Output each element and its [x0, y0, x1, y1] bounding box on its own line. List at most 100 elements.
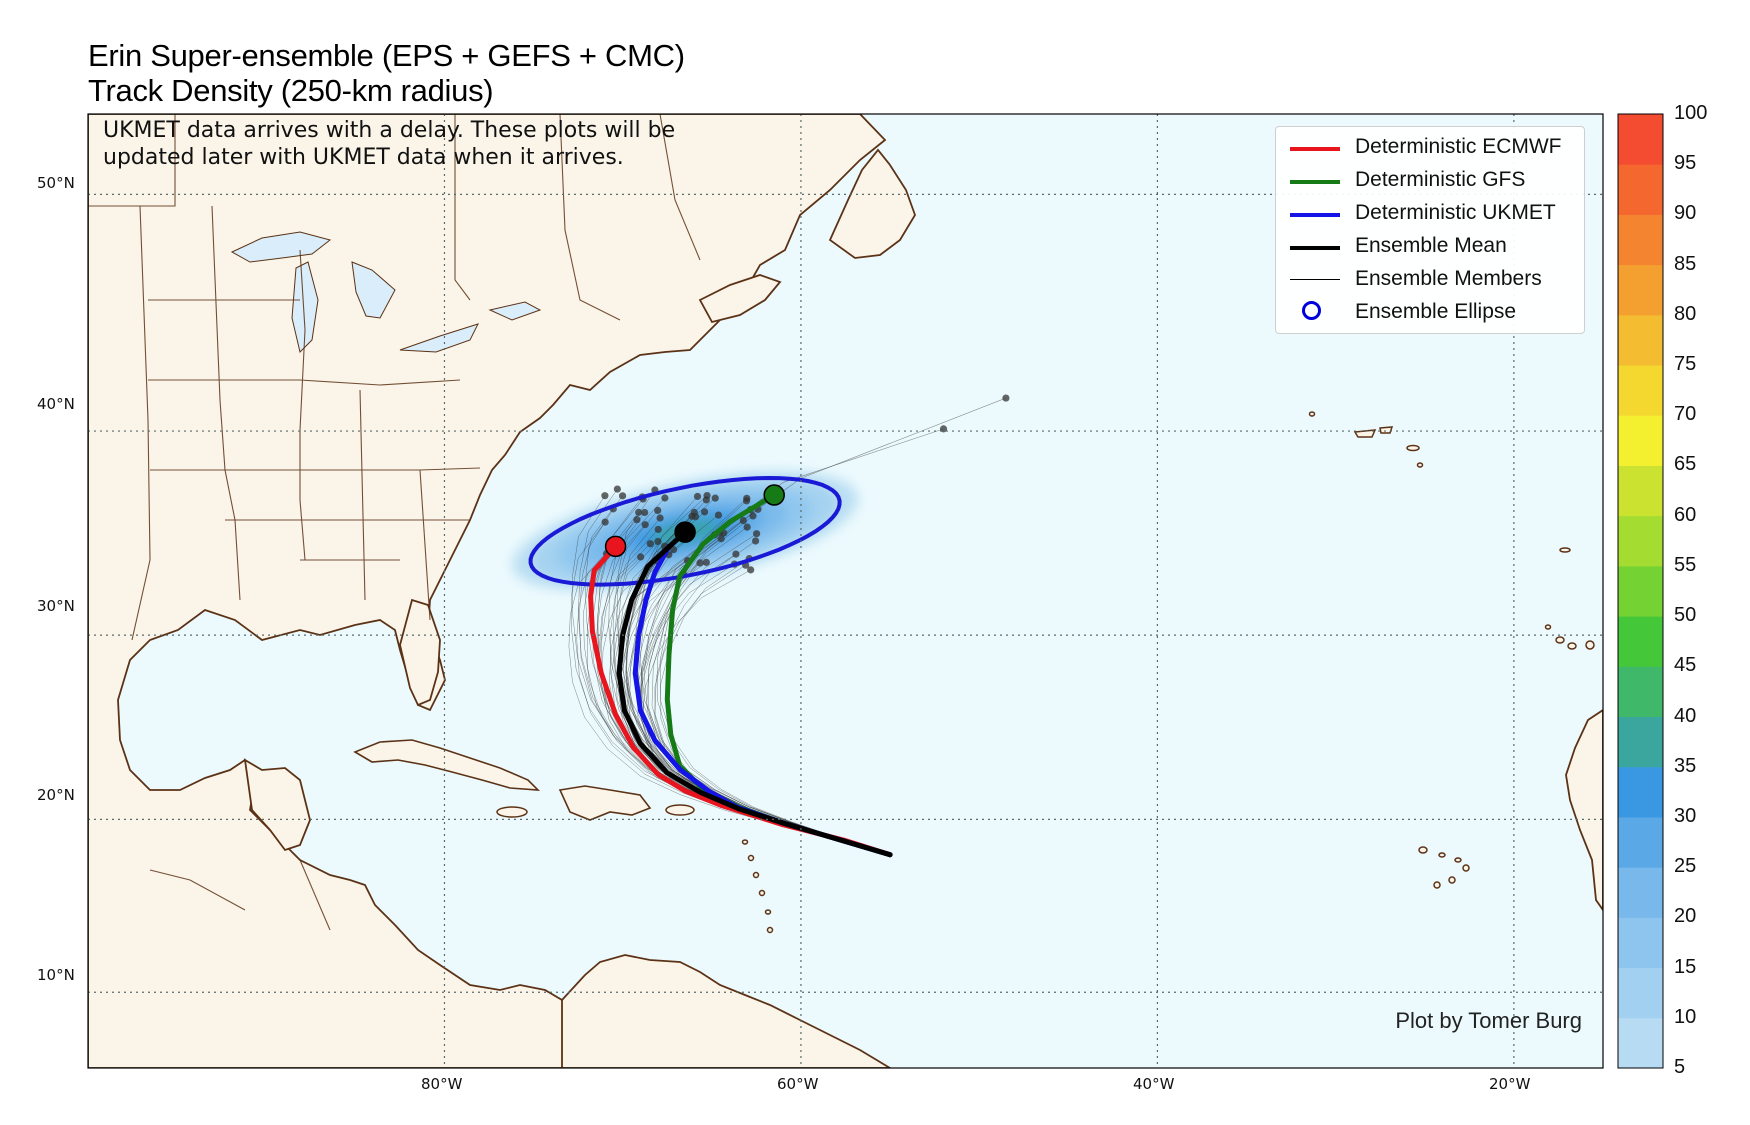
lon-label-80w: 80°W: [421, 1075, 463, 1093]
colorbar-tick-75: 75: [1674, 353, 1697, 376]
north-america-landmass: [88, 114, 887, 1068]
colorbar-band: [1618, 565, 1663, 617]
colorbar-tick-10: 10: [1674, 1005, 1697, 1028]
member-endpoint-dot: [696, 559, 704, 567]
member-endpoint-dot: [646, 540, 654, 548]
colorbar-band: [1618, 616, 1663, 667]
member-endpoint-dot: [1002, 394, 1010, 402]
member-endpoint-dot: [635, 508, 643, 516]
legend-label-ukmet: Deterministic UKMET: [1355, 201, 1556, 224]
member-endpoint-dot: [613, 485, 621, 493]
legend-item-ukmet: Deterministic UKMET: [1276, 199, 1584, 229]
legend-swatch-gfs: [1290, 180, 1340, 184]
map-legend: Deterministic ECMWF Deterministic GFS De…: [1275, 126, 1585, 334]
ukmet-delay-note-line1: UKMET data arrives with a delay. These p…: [103, 118, 676, 143]
legend-label-ecmwf: Deterministic ECMWF: [1355, 135, 1562, 158]
colorbar-tick-90: 90: [1674, 202, 1697, 225]
colorbar-tick-15: 15: [1674, 955, 1697, 978]
legend-label-ensemble-ellipse: Ensemble Ellipse: [1355, 300, 1517, 323]
colorbar-tick-80: 80: [1674, 302, 1697, 325]
colorbar-band: [1618, 264, 1663, 316]
member-endpoint-dot: [742, 497, 751, 505]
yucatan-peninsula: [243, 758, 311, 852]
newfoundland-island: [828, 148, 916, 259]
colorbar-band: [1618, 365, 1663, 416]
colorbar-band: [1618, 666, 1663, 718]
colorbar-border: [1617, 113, 1664, 1069]
member-endpoint-dot: [670, 546, 678, 554]
colorbar-band: [1618, 314, 1663, 366]
lat-label-40n: 40°N: [37, 395, 75, 413]
end-marker-mean: [674, 521, 696, 543]
density-colorbar: [1618, 114, 1663, 1069]
colorbar-tick-60: 60: [1674, 503, 1697, 526]
end-marker-ecmwf: [604, 535, 627, 558]
lesser-antilles: [741, 839, 774, 934]
canary-cape-verde-islands: [1418, 547, 1595, 889]
colorbar-tick-50: 50: [1674, 604, 1697, 627]
florida-peninsula: [399, 598, 441, 707]
legend-swatch-ellipse-icon: [1302, 301, 1321, 320]
colorbar-band: [1618, 967, 1663, 1019]
member-endpoint-dot: [702, 558, 710, 566]
colorbar-band: [1618, 214, 1663, 266]
cuba-island: [353, 739, 541, 791]
colorbar-tick-35: 35: [1674, 754, 1697, 777]
lat-label-30n: 30°N: [37, 597, 75, 615]
map-border: [87, 113, 1604, 1069]
colorbar-tick-70: 70: [1674, 403, 1697, 426]
member-endpoint-dot: [654, 537, 662, 546]
colorbar-tick-55: 55: [1674, 553, 1697, 576]
member-endpoint-dot: [691, 513, 700, 521]
member-endpoint-dot: [618, 492, 627, 500]
figure-title-line1: Erin Super-ensemble (EPS + GEFS + CMC): [88, 38, 685, 73]
colorbar-tick-40: 40: [1674, 704, 1697, 727]
lat-label-50n: 50°N: [37, 174, 75, 192]
ensemble-ellipse-layer: [528, 475, 842, 587]
plot-credit: Plot by Tomer Burg: [1395, 1008, 1582, 1033]
puerto-rico-island: [665, 804, 695, 816]
colorbar-tick-20: 20: [1674, 905, 1697, 928]
member-endpoint-dot: [641, 521, 649, 529]
lon-label-60w: 60°W: [777, 1075, 819, 1093]
figure-title-line2: Track Density (250-km radius): [88, 73, 494, 108]
colorbar-band: [1618, 164, 1663, 215]
colorbar-tick-30: 30: [1674, 804, 1697, 827]
colorbar-tick-25: 25: [1674, 855, 1697, 878]
ukmet-delay-note-line2: updated later with UKMET data when it ar…: [103, 145, 624, 170]
legend-swatch-ensemble-mean: [1290, 246, 1340, 250]
legend-swatch-ensemble-members: [1290, 279, 1340, 280]
azores-islands: [1308, 411, 1424, 468]
track-mean: [616, 529, 893, 858]
lon-label-20w: 20°W: [1489, 1075, 1531, 1093]
colorbar-band: [1618, 515, 1663, 567]
colorbar-band: [1618, 867, 1663, 918]
south-america-landmass: [561, 954, 892, 1068]
track-end-markers: [604, 484, 785, 558]
member-endpoint-dot: [752, 537, 760, 545]
colorbar-band: [1618, 114, 1663, 165]
great-lakes: [230, 231, 542, 353]
member-endpoint-dot: [717, 535, 725, 543]
member-endpoint-dot: [752, 530, 761, 538]
legend-item-gfs: Deterministic GFS: [1276, 166, 1584, 196]
member-endpoint-dot: [641, 508, 649, 517]
colorbar-band: [1618, 766, 1663, 818]
legend-label-gfs: Deterministic GFS: [1355, 168, 1526, 191]
legend-item-ensemble-ellipse: Ensemble Ellipse: [1276, 298, 1584, 328]
member-endpoint-dot: [700, 508, 709, 516]
member-endpoint-dot: [601, 492, 609, 500]
member-endpoint-dot: [654, 506, 662, 514]
africa-coast: [1565, 708, 1603, 912]
member-endpoint-dot: [702, 496, 710, 504]
member-endpoint-dot: [732, 550, 740, 558]
colorbar-tick-65: 65: [1674, 453, 1697, 476]
member-endpoint-dot: [693, 492, 702, 501]
member-endpoint-dot: [633, 516, 641, 524]
ensemble-ellipse: [528, 475, 842, 587]
lon-label-40w: 40°W: [1133, 1075, 1175, 1093]
colorbar-tick-45: 45: [1674, 654, 1697, 677]
member-endpoint-dot: [747, 566, 755, 574]
colorbar-band: [1618, 716, 1663, 768]
member-endpoint-dot: [711, 494, 719, 502]
